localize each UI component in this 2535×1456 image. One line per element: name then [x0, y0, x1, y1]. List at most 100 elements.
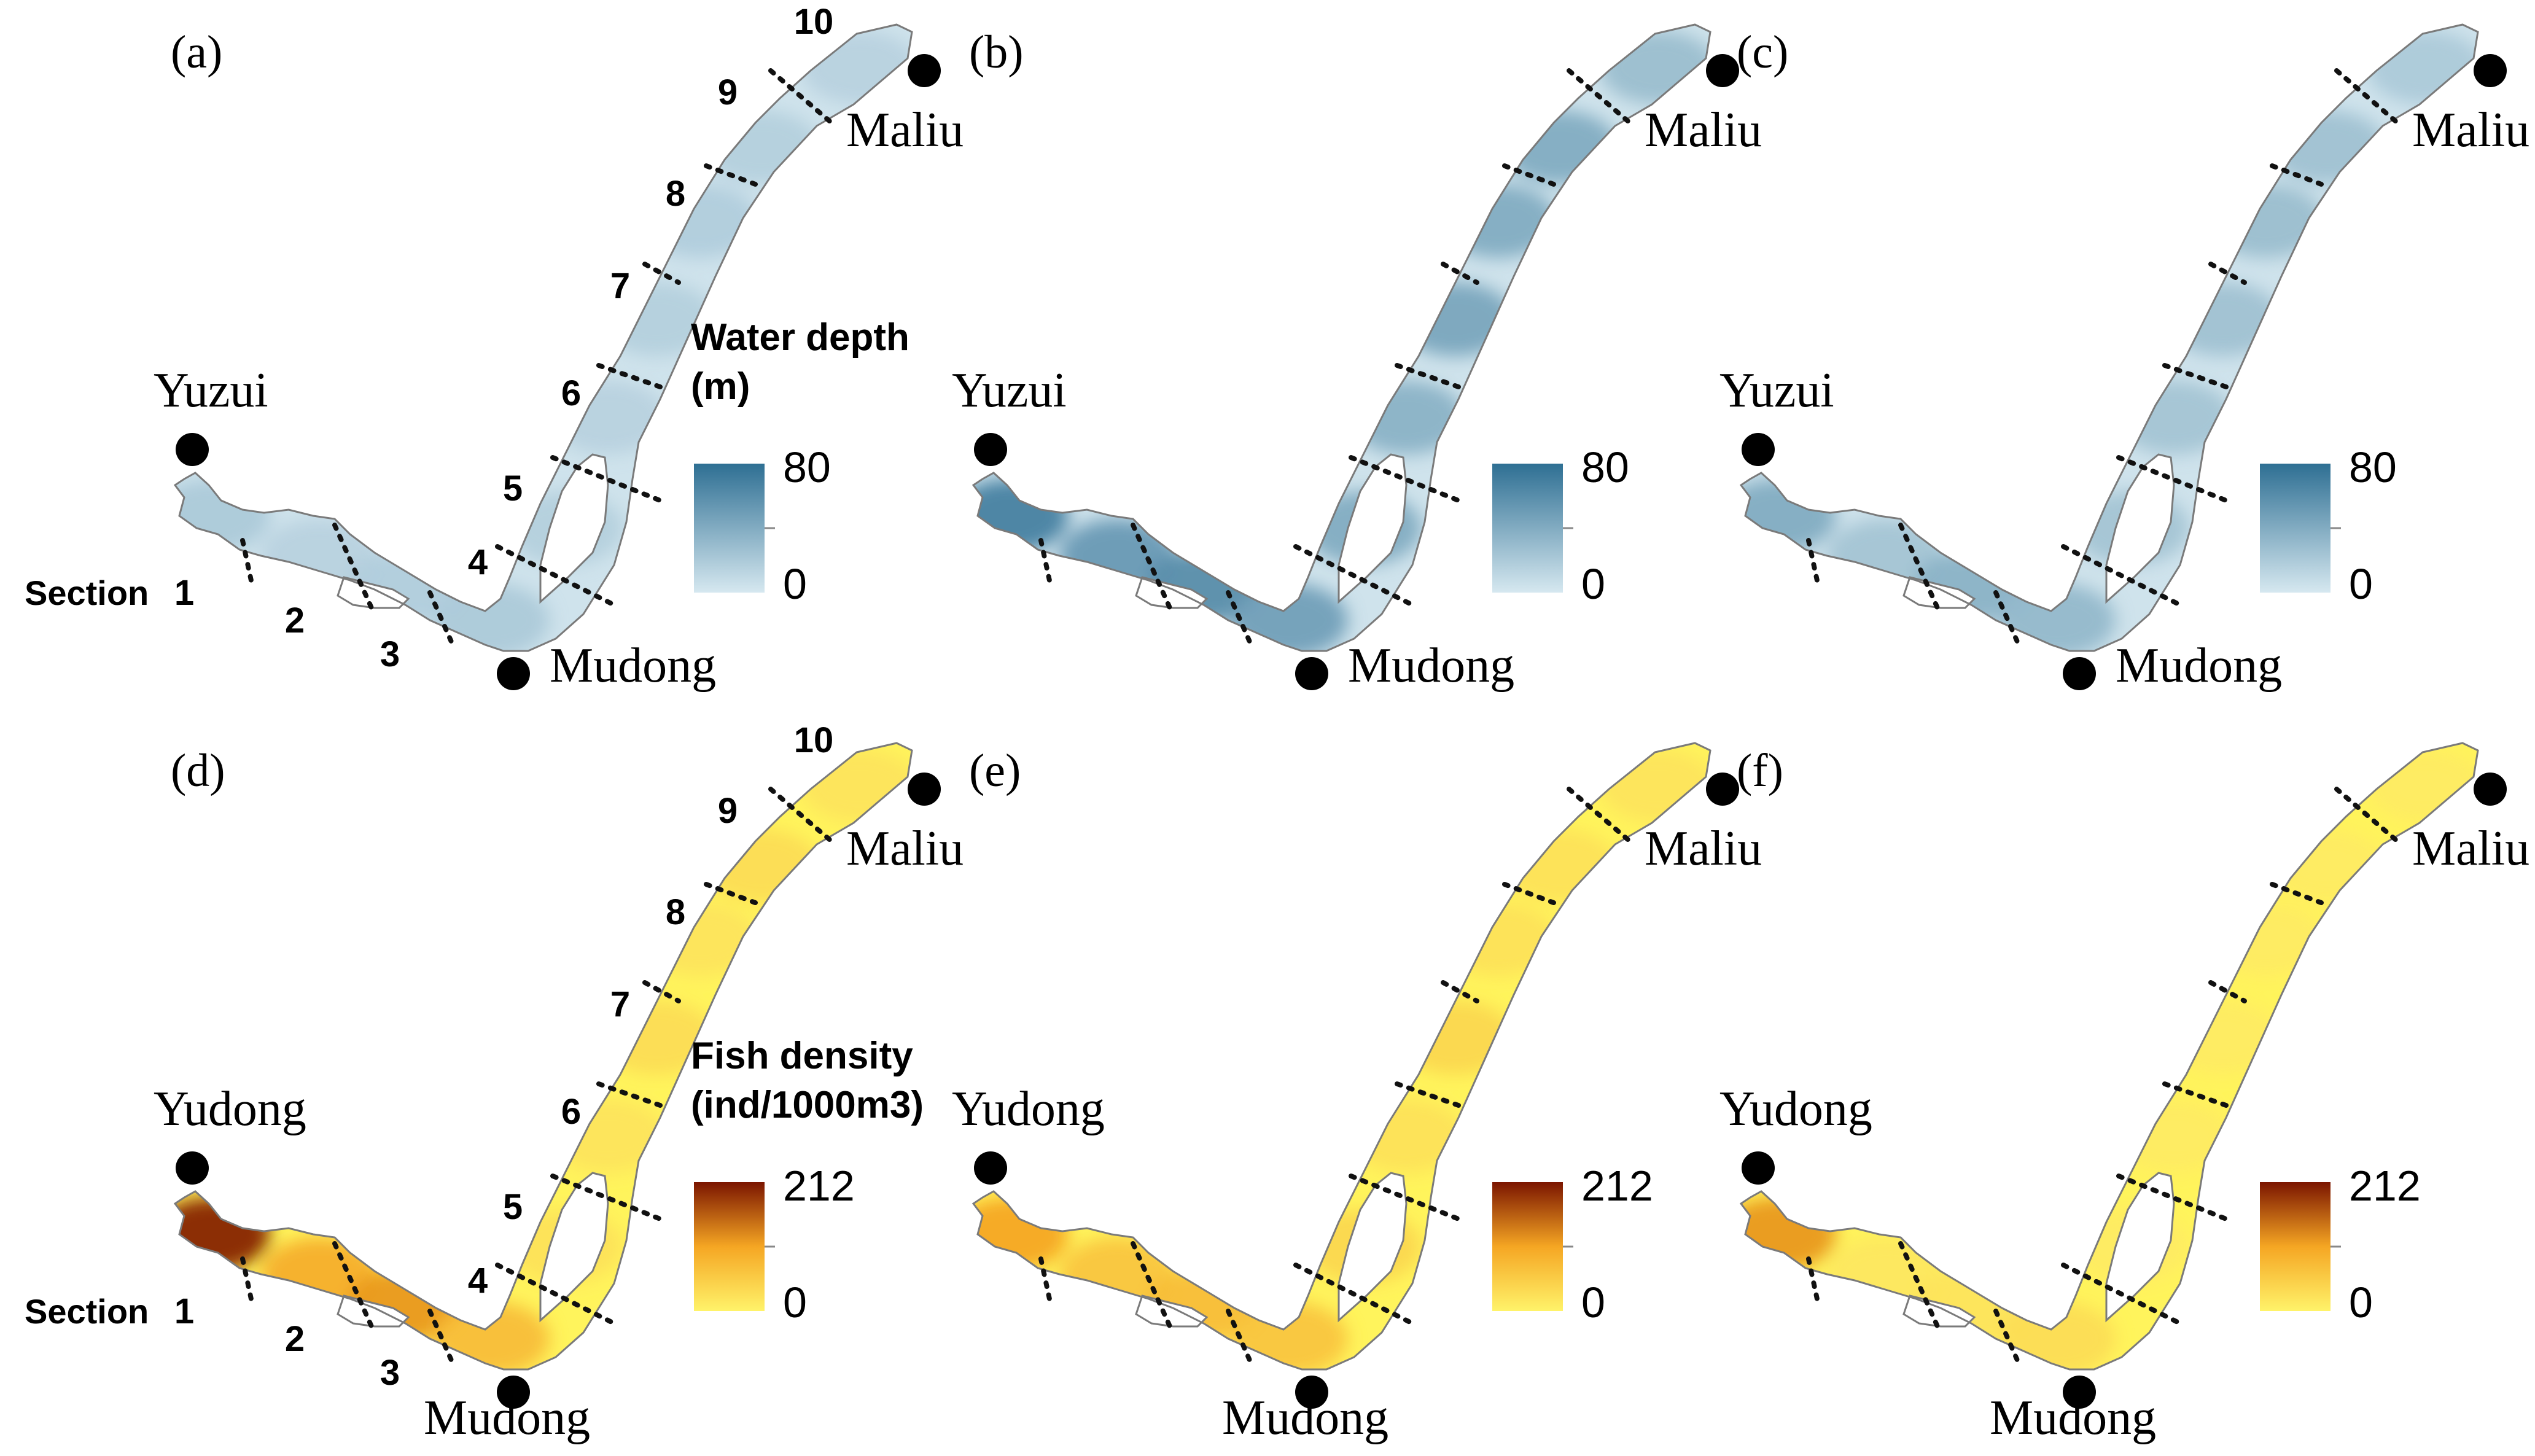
section-boundary-5: [1349, 1174, 1461, 1221]
legend-min: 0: [2349, 1279, 2373, 1326]
section-boundary-2: [1898, 1241, 1940, 1329]
place-label-mudong: Mudong: [2116, 639, 2282, 693]
island-large: [539, 453, 609, 604]
section-boundary-3: [427, 1309, 454, 1363]
station-upstream: [974, 433, 1007, 466]
section-10-intensity: [2367, 749, 2478, 823]
legend-colorbar: [1492, 1182, 1563, 1311]
river-outline: [972, 742, 1711, 1371]
section-boundary-8: [1502, 882, 1556, 905]
station-mudong: [1295, 1376, 1328, 1409]
legend-max: 212: [2349, 1162, 2421, 1210]
section-boundary-3: [1226, 590, 1252, 644]
section-10-intensity: [1600, 31, 1710, 104]
section-boundary-5: [2116, 1174, 2229, 1221]
section-boundary-3: [1993, 590, 2020, 644]
legend-max: 80: [1581, 443, 1629, 491]
place-label-maliu: Maliu: [846, 103, 964, 157]
section-boundary-6: [596, 363, 663, 389]
panel-letter: (d): [171, 745, 225, 796]
section-6-intensity: [1348, 381, 1465, 454]
legend-min: 0: [2349, 560, 2373, 608]
island-large: [1338, 1172, 1408, 1323]
station-upstream: [974, 1151, 1007, 1185]
river-outline: [173, 23, 913, 652]
section-boundary-8: [2270, 163, 2324, 187]
section-boundary-8: [704, 882, 758, 905]
section-boundary-2: [1898, 523, 1940, 610]
place-label-upstream: Yuzui: [1719, 364, 1834, 418]
section-boundary-8: [2270, 882, 2324, 905]
section-boundary-9: [768, 787, 838, 847]
section-boundary-1: [1038, 1256, 1053, 1304]
place-label-mudong: Mudong: [1990, 1391, 2156, 1445]
section-number-5: 5: [503, 469, 523, 508]
section-boundary-1: [1038, 538, 1053, 586]
station-maliu: [2474, 773, 2507, 806]
legend-max: 80: [783, 443, 831, 491]
section-number-9: 9: [718, 791, 738, 831]
place-label-upstream: Yudong: [1719, 1082, 1872, 1136]
section-10-intensity: [2367, 31, 2478, 104]
legend-colorbar: [694, 1182, 765, 1311]
river-outline: [972, 23, 1711, 652]
section-boundary-5: [1349, 455, 1461, 503]
section-number-6: 6: [561, 1092, 581, 1132]
place-label-mudong: Mudong: [424, 1391, 590, 1445]
section-boundary-3: [1226, 1309, 1252, 1363]
section-boundary-6: [2162, 1081, 2229, 1108]
section-boundary-6: [596, 1081, 663, 1108]
river-outline: [173, 742, 913, 1371]
place-label-maliu: Maliu: [846, 822, 964, 876]
section-6-intensity: [2116, 1099, 2232, 1173]
section-number-5: 5: [503, 1187, 523, 1227]
section-boundary-4: [495, 544, 617, 607]
river-body: [1741, 25, 2478, 651]
place-label-mudong: Mudong: [1348, 639, 1514, 693]
section-boundary-8: [704, 163, 758, 187]
section-boundary-5: [2116, 455, 2229, 503]
island-small: [1135, 576, 1209, 609]
section-number-7: 7: [610, 984, 630, 1024]
panel-letter: (e): [969, 745, 1021, 796]
section-7-intensity: [1397, 282, 1514, 356]
section-number-8: 8: [666, 892, 685, 932]
section-number-1: 1: [174, 1291, 194, 1331]
section-number-6: 6: [561, 373, 581, 413]
station-upstream: [176, 433, 209, 466]
section-boundary-5: [550, 455, 663, 503]
color-legend: 80 0: [2260, 443, 2397, 608]
section-boundary-4: [1293, 544, 1415, 607]
place-label-maliu: Maliu: [2412, 822, 2529, 876]
river-outline: [1739, 23, 2479, 652]
section-boundary-5: [550, 1174, 663, 1221]
place-label-upstream: Yudong: [154, 1082, 306, 1136]
place-label-upstream: Yuzui: [952, 364, 1067, 418]
section-number-2: 2: [285, 1319, 305, 1359]
section-boundary-3: [1993, 1309, 2020, 1363]
section-number-2: 2: [285, 601, 305, 640]
section-boundary-9: [2334, 787, 2404, 847]
legend-max: 212: [783, 1162, 855, 1210]
legend-min: 0: [783, 1279, 807, 1326]
section-boundary-1: [240, 1256, 254, 1304]
section-boundary-2: [332, 523, 374, 610]
section-number-1: 1: [174, 573, 194, 613]
section-boundary-9: [1567, 68, 1636, 128]
section-boundary-6: [1395, 1081, 1461, 1108]
place-label-upstream: Yudong: [952, 1082, 1105, 1136]
island-small: [337, 1294, 410, 1328]
station-maliu: [908, 773, 941, 806]
color-legend: Water depth (m) 80 0: [691, 316, 909, 608]
legend-colorbar: [2260, 1182, 2331, 1311]
island-large: [2105, 453, 2175, 604]
section-10-intensity: [801, 749, 912, 823]
station-upstream: [1742, 433, 1775, 466]
station-upstream: [1742, 1151, 1775, 1185]
panel-d: Maliu Mudong Yudong (d) Section 1 2 3 45 6 7 8 9 10 Fi…: [25, 720, 964, 1445]
section-6-intensity: [2116, 381, 2232, 454]
station-maliu: [2474, 54, 2507, 87]
station-upstream: [176, 1151, 209, 1185]
legend-max: 80: [2349, 443, 2397, 491]
station-maliu: [908, 54, 941, 87]
